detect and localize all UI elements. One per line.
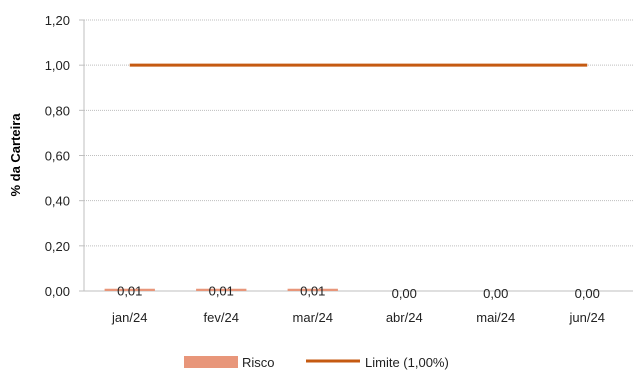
y-axis-label: % da Carteira — [8, 113, 23, 197]
x-tick-label: jun/24 — [569, 310, 605, 325]
legend: Risco Limite (1,00%) — [184, 355, 449, 370]
data-label: 0,00 — [483, 286, 508, 301]
data-label: 0,01 — [209, 284, 234, 299]
legend-label-risco: Risco — [242, 355, 275, 370]
data-labels: 0,01 0,01 0,01 0,00 0,00 0,00 — [117, 284, 600, 301]
y-tick-label: 0,20 — [45, 239, 70, 254]
x-tick-label: jan/24 — [111, 310, 147, 325]
data-label: 0,01 — [300, 284, 325, 299]
x-tick-label: fev/24 — [204, 310, 239, 325]
gridlines — [79, 19, 633, 292]
y-tick-label: 1,20 — [45, 13, 70, 28]
bar — [104, 288, 155, 291]
y-tick-label: 0,80 — [45, 103, 70, 118]
legend-swatch-risco — [184, 356, 238, 368]
y-tick-label: 0,40 — [45, 194, 70, 209]
bar — [287, 288, 338, 291]
y-tick-label: 1,00 — [45, 58, 70, 73]
x-tick-labels: jan/24 fev/24 mar/24 abr/24 mai/24 jun/24 — [111, 310, 605, 325]
legend-label-limite: Limite (1,00%) — [365, 355, 449, 370]
y-tick-label: 0,60 — [45, 149, 70, 164]
x-tick-label: mai/24 — [476, 310, 515, 325]
x-tick-label: abr/24 — [386, 310, 423, 325]
data-label: 0,00 — [575, 286, 600, 301]
y-tick-label: 0,00 — [45, 284, 70, 299]
data-label: 0,00 — [392, 286, 417, 301]
risk-bars — [104, 288, 338, 291]
bar — [196, 288, 247, 291]
x-tick-label: mar/24 — [293, 310, 333, 325]
y-tick-labels: 0,00 0,20 0,40 0,60 0,80 1,00 1,20 — [45, 13, 70, 299]
data-label: 0,01 — [117, 284, 142, 299]
